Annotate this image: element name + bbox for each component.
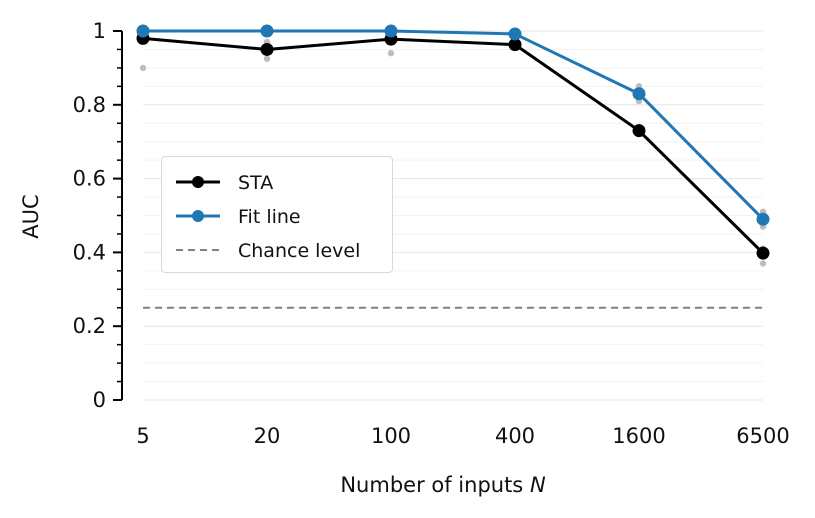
legend-label-fit-line: Fit line [238, 206, 301, 228]
legend-item-fit-line: Fit line [162, 204, 392, 228]
x-tick-label: 5 [136, 424, 149, 448]
y-tick-label: 0.4 [73, 240, 106, 264]
legend: STA Fit line Chance level [161, 156, 393, 273]
series-line-sta [142, 36, 765, 255]
legend-item-chance-level: Chance level [162, 238, 392, 262]
y-tick-label: 0.2 [73, 314, 106, 338]
y-tick-label: 0.6 [73, 167, 106, 191]
series-point-sta [508, 38, 522, 52]
x-axis-label: Number of inputs N [340, 473, 546, 497]
x-tick-label: 100 [371, 424, 411, 448]
trial-point [139, 64, 147, 72]
y-tick-label: 0.8 [73, 93, 106, 117]
series-point-sta [632, 124, 646, 138]
y-axis-label: AUC [19, 194, 43, 238]
series-point-sta [756, 246, 770, 260]
y-tick-label: 0 [93, 388, 106, 412]
legend-label-chance-level: Chance level [238, 240, 361, 262]
legend-swatch-chance-level [176, 249, 220, 251]
series-point-fit-line [508, 27, 522, 41]
legend-swatch-sta [176, 176, 220, 188]
trial-point [263, 55, 271, 62]
x-tick-label: 400 [495, 424, 535, 448]
series-point-fit-line [632, 87, 646, 101]
legend-item-sta: STA [162, 170, 392, 194]
series-point-fit-line [756, 212, 770, 226]
trial-point [387, 49, 395, 57]
series-point-fit-line [384, 24, 398, 38]
x-axis-label-text: Number of inputs [340, 473, 530, 497]
x-tick-label: 1600 [612, 424, 665, 448]
series-line-fit-line [143, 29, 765, 221]
trial-point [759, 260, 767, 267]
x-axis-label-variable: N [530, 473, 546, 497]
series-point-fit-line [260, 24, 274, 38]
series-point-fit-line [136, 24, 150, 38]
legend-swatch-fit-line [176, 210, 220, 222]
x-tick-label: 20 [254, 424, 281, 448]
x-tick-label: 6500 [736, 424, 789, 448]
y-tick-label: 1 [93, 19, 106, 43]
series-point-sta [260, 42, 274, 56]
legend-label-sta: STA [238, 172, 274, 194]
